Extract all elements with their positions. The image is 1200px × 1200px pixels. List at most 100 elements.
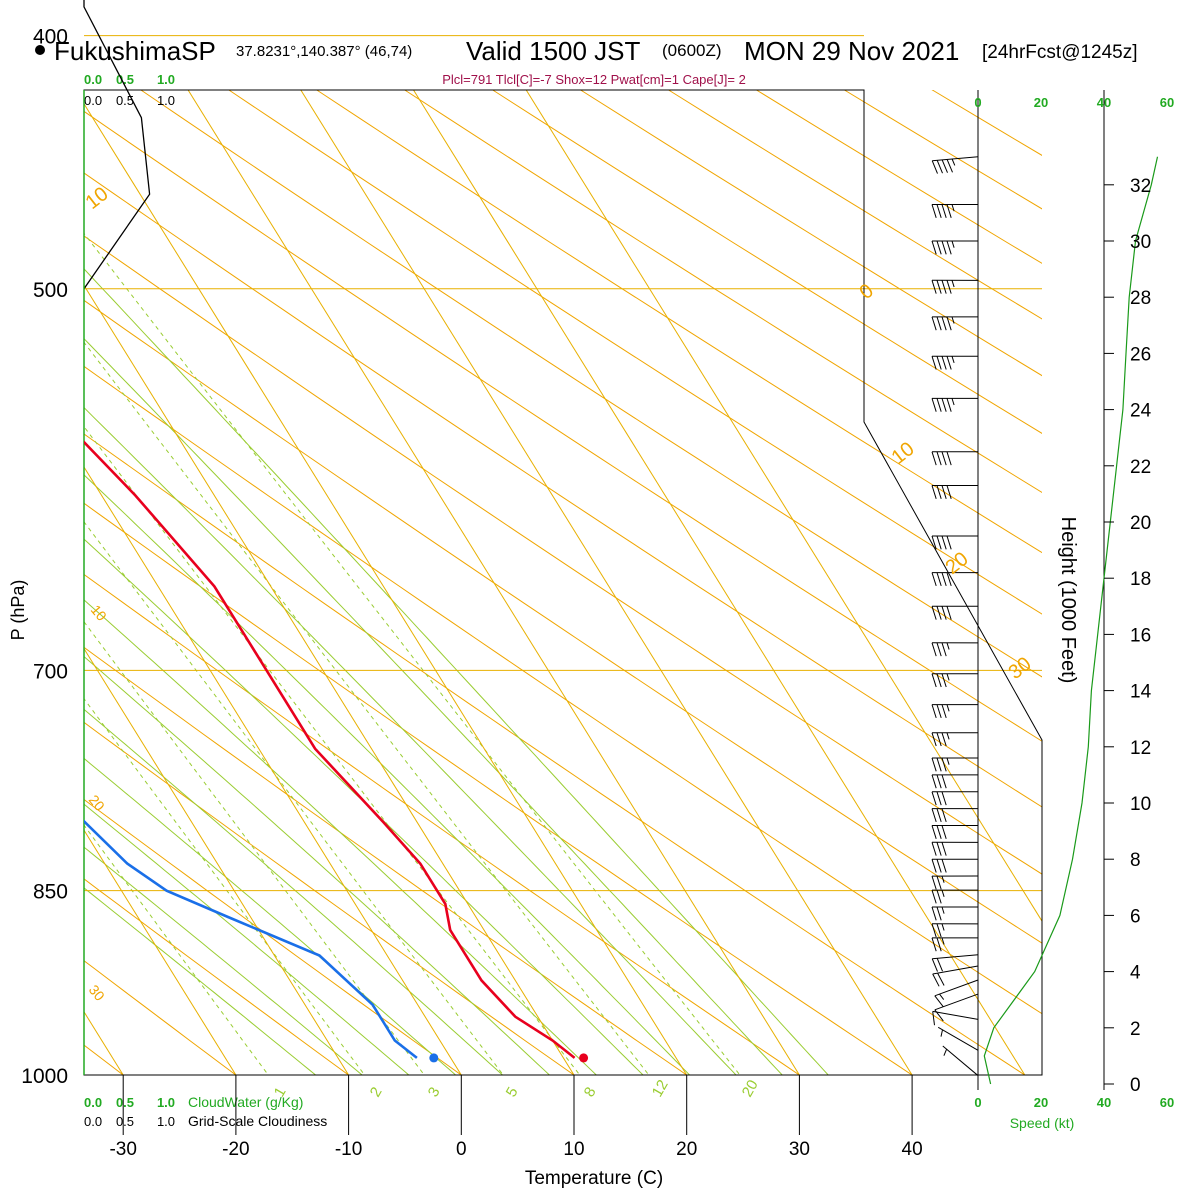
dry-adiabat-label: 0 <box>856 280 878 304</box>
barb-full <box>941 791 947 806</box>
barb-full <box>946 356 952 370</box>
barb-full <box>936 398 942 412</box>
barb-full <box>931 842 937 856</box>
wind-barb <box>931 858 978 873</box>
barb-full <box>931 673 937 688</box>
cloudwater-label: CloudWater (g/Kg) <box>188 1094 303 1110</box>
height-tick-label: 26 <box>1130 344 1151 365</box>
barb-full <box>936 485 942 499</box>
surface-dewpoint-dot <box>429 1053 439 1063</box>
isotherm-line <box>84 647 350 1075</box>
background-lines <box>84 90 1042 1075</box>
theta-label: 30 <box>86 982 108 1004</box>
dry-adiabat-line <box>84 299 1042 944</box>
barb-full <box>946 398 952 412</box>
wind-barb <box>931 841 979 856</box>
barb-full <box>931 398 937 412</box>
moist-adiabat-line <box>84 268 829 1075</box>
barb-full <box>931 732 937 747</box>
indices-line: Plcl=791 Tlcl[C]=-7 Shox=12 Pwat[cm]=1 C… <box>442 72 746 87</box>
barb-half <box>946 642 950 650</box>
barb-full <box>931 485 937 499</box>
barb-full <box>941 572 947 587</box>
isotherm-line <box>84 829 237 1075</box>
barb-shaft <box>932 1010 979 1020</box>
moist-adiabat-line <box>84 846 363 1075</box>
dry-adiabat-line <box>84 721 575 1075</box>
barb-full <box>931 356 937 370</box>
barb-full <box>941 485 947 499</box>
barb-full <box>936 774 942 789</box>
height-tick-label: 0 <box>1130 1075 1141 1096</box>
theta-label: 20 <box>86 792 108 814</box>
height-tick-label: 30 <box>1130 232 1151 253</box>
height-tick-label: 4 <box>1130 963 1141 984</box>
barb-full <box>946 204 952 218</box>
wind-barb <box>934 979 979 1008</box>
barb-full <box>941 316 947 331</box>
x-axis-label: Temperature (C) <box>525 1168 663 1189</box>
barb-full <box>941 825 947 839</box>
wind-barb <box>931 535 979 550</box>
isotherm-line <box>412 90 1026 1075</box>
wind-barb <box>931 673 979 688</box>
wind-barb <box>931 808 979 823</box>
barb-full <box>931 704 937 719</box>
height-tick-label: 6 <box>1130 906 1141 927</box>
barb-full <box>946 606 952 620</box>
wind-barb <box>931 923 979 938</box>
wind-barbs <box>931 156 979 1076</box>
barb-full <box>941 808 947 823</box>
speed-tick-top: 20 <box>1034 95 1048 110</box>
barb-half <box>946 704 950 712</box>
mixing-ratio-label: 20 <box>739 1077 762 1100</box>
barb-full <box>941 356 947 370</box>
barb-full <box>941 757 947 772</box>
mixing-ratio-label: 3 <box>425 1084 444 1100</box>
barb-full <box>936 937 942 952</box>
barb-full <box>941 642 947 657</box>
barb-full <box>931 606 937 620</box>
wind-barb <box>931 791 979 806</box>
temperature-tick-label: -20 <box>222 1139 249 1160</box>
barb-full <box>931 240 937 255</box>
barb-half <box>940 1029 943 1037</box>
height-tick-label: 10 <box>1130 794 1151 815</box>
wind-barb <box>931 757 979 772</box>
wind-barb <box>931 156 979 174</box>
barb-full <box>936 704 942 719</box>
barb-full <box>941 774 947 789</box>
mixing-ratio-label: 5 <box>503 1084 522 1100</box>
wind-barb <box>931 572 979 587</box>
barb-full <box>936 160 943 174</box>
cloudwater-top-tick: 0.5 <box>116 72 134 87</box>
cloudwater-bottom-tick: 0.0 <box>84 1095 102 1110</box>
dry-adiabat-line <box>84 502 914 1075</box>
surface-temperature-dot <box>579 1053 589 1063</box>
barb-shaft <box>937 1026 979 1051</box>
dry-adiabat-line <box>84 960 237 1075</box>
barb-full <box>931 642 937 657</box>
pressure-axis-ticks: 2503004005007008501000 <box>21 26 68 1088</box>
wind-barb <box>931 906 979 921</box>
pressure-tick-label: 1000 <box>21 1065 68 1088</box>
wind-barb <box>931 397 979 412</box>
barb-shaft <box>934 993 979 1011</box>
wind-barb <box>931 642 979 657</box>
temperature-line <box>84 440 576 1059</box>
barb-full <box>931 535 937 550</box>
barb-full <box>931 204 937 218</box>
wind-barb <box>931 355 979 370</box>
cloudiness-bottom-tick: 0.0 <box>84 1114 102 1129</box>
barb-full <box>946 451 952 466</box>
wind-barb <box>931 279 979 294</box>
barb-full <box>931 923 937 938</box>
barb-half <box>943 1049 948 1056</box>
wind-barb <box>932 965 979 987</box>
mixing-ratio-line <box>84 521 504 1075</box>
temperature-tick-label: -30 <box>109 1139 136 1160</box>
barb-half <box>951 240 955 248</box>
